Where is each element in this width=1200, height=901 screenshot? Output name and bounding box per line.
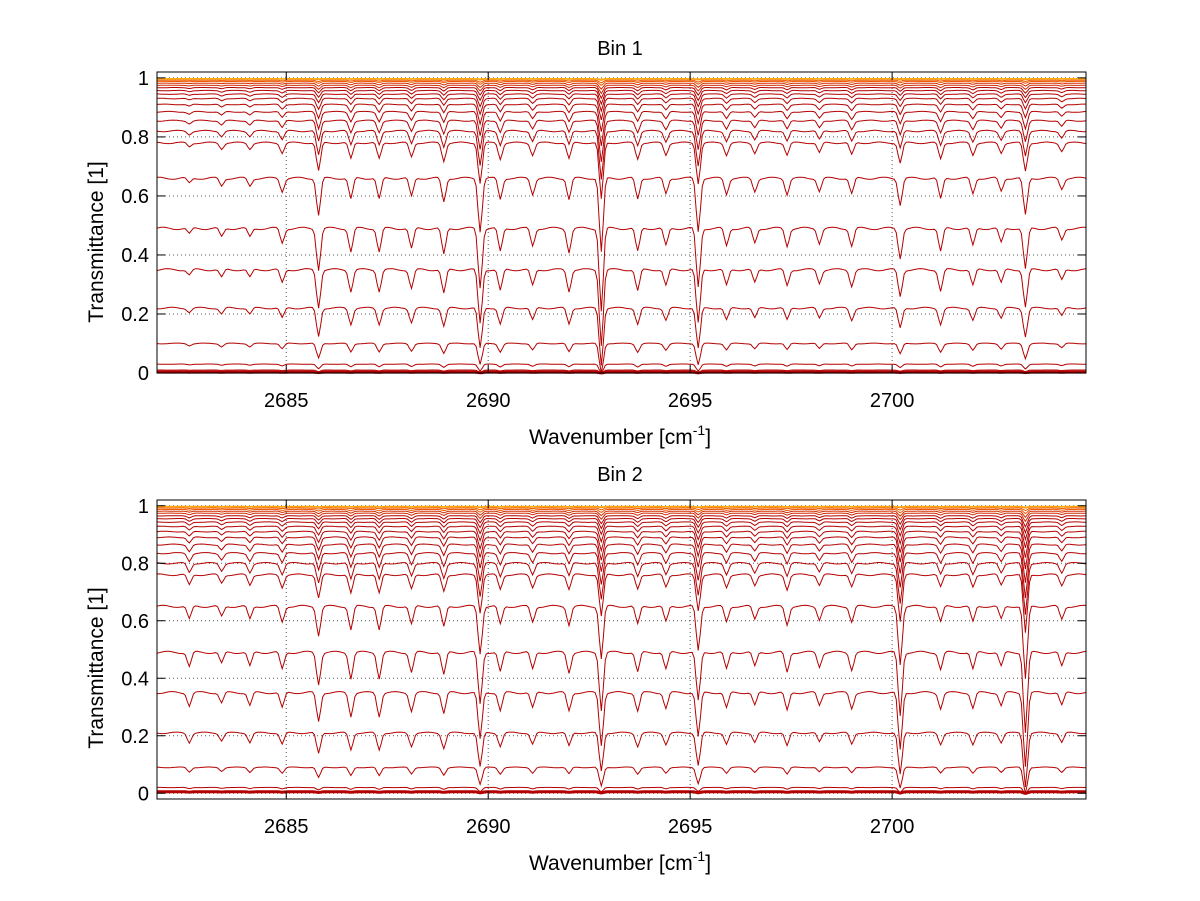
series-line (157, 78, 1086, 81)
y-tick-group: 0 0.2 0.4 0.6 0.8 1 (121, 68, 1086, 385)
series-line (157, 370, 1086, 375)
x-tick-label: 2695 (668, 816, 713, 838)
series-line (156, 86, 1087, 100)
y-tick-label: 0.4 (121, 668, 149, 690)
y-tick-label: 0.8 (121, 553, 149, 575)
y-tick-label: 0.6 (121, 186, 149, 208)
series-line (157, 506, 1086, 509)
series-line (156, 530, 1086, 558)
series-line (156, 515, 1086, 528)
x-tick-label: 2700 (870, 816, 915, 838)
series-line (156, 110, 1087, 147)
y-tick-label: 0 (138, 783, 149, 805)
series-line (157, 786, 1086, 795)
series-line (157, 691, 1087, 767)
series-line (156, 89, 1086, 106)
plot-frame (156, 499, 1087, 800)
series-line (157, 505, 1086, 508)
x-axis-label: Wavenumber [cm-1] (529, 848, 711, 875)
y-axis-label: Transmittance [1] (85, 587, 108, 748)
x-tick-label: 2685 (264, 816, 309, 838)
series-line (156, 561, 1087, 615)
y-tick-group: 0 0.2 0.4 0.6 0.8 1 (121, 496, 1086, 805)
series-line (157, 507, 1087, 512)
series-line (157, 97, 1087, 121)
series-line (156, 536, 1087, 570)
y-tick-label: 1 (138, 68, 149, 90)
grid (157, 72, 1086, 374)
y-tick-label: 0 (138, 363, 149, 385)
x-axis-label: Wavenumber [cm-1] (529, 422, 711, 449)
series-line (157, 78, 1086, 80)
series-line (157, 510, 1086, 518)
y-tick-label: 0.6 (121, 611, 149, 633)
series-line (156, 525, 1087, 548)
series-line (157, 79, 1086, 84)
plot-frame (156, 71, 1087, 374)
series-line (157, 84, 1087, 95)
panel-bin-2: Bin 2 2685 2690 2695 2700 0 0.2 0.4 0.6 0.8 1 Wa… (85, 464, 1087, 875)
series-line (156, 650, 1087, 733)
x-tick-group: 2685 2690 2695 2700 (264, 72, 914, 412)
x-tick-label: 2690 (466, 390, 511, 412)
series-line (156, 517, 1086, 535)
series-line (156, 141, 1087, 199)
y-tick-label: 0.4 (121, 245, 149, 267)
series-line (156, 552, 1086, 599)
y-tick-label: 0.2 (121, 726, 149, 748)
series-line (156, 226, 1087, 312)
chart-title: Bin 1 (597, 38, 643, 60)
y-axis-label: Transmittance [1] (85, 161, 108, 322)
chart-title: Bin 2 (597, 464, 643, 486)
series-line (156, 93, 1087, 113)
series-line (157, 363, 1087, 374)
series-group (156, 78, 1087, 375)
x-tick-group: 2685 2690 2695 2700 (264, 500, 914, 838)
series-group (156, 505, 1087, 795)
series-line (156, 521, 1087, 542)
series-line (157, 369, 1087, 374)
series-line (157, 790, 1086, 795)
x-tick-label: 2695 (668, 390, 713, 412)
series-line (156, 129, 1087, 180)
y-tick-label: 0.2 (121, 304, 149, 326)
x-tick-label: 2685 (264, 390, 309, 412)
x-tick-label: 2690 (466, 816, 511, 838)
series-line (156, 604, 1087, 679)
series-line (156, 573, 1087, 633)
y-tick-label: 1 (138, 496, 149, 518)
series-line (156, 119, 1087, 163)
y-tick-label: 0.8 (121, 127, 149, 149)
panel-bin-1: Bin 1 2685 2690 2695 2700 0 0.2 0.4 0.6 0.8 1 Wa… (85, 38, 1087, 449)
series-line (156, 508, 1087, 515)
series-line (156, 543, 1087, 583)
x-tick-label: 2700 (870, 390, 915, 412)
series-line (156, 103, 1086, 132)
series-line (157, 512, 1086, 523)
series-line (156, 342, 1087, 374)
series-line (157, 306, 1087, 366)
series-line (157, 80, 1086, 87)
series-line (156, 766, 1086, 794)
series-line (156, 268, 1087, 346)
series-line (157, 176, 1087, 252)
series-line (156, 731, 1087, 788)
series-line (157, 82, 1086, 90)
